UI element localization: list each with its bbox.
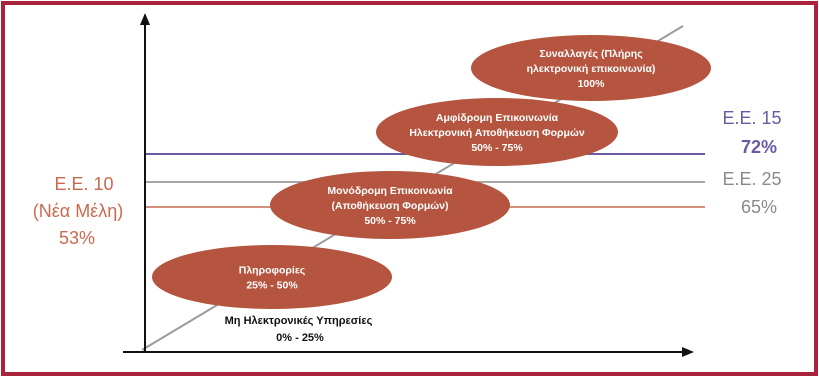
eu10-subtitle: (Νέα Μέλη) (33, 201, 123, 221)
eu25-name: Ε.Ε. 25 (722, 169, 781, 189)
stage-non-electronic-title: Μη Ηλεκτρονικές Υπηρεσίες (225, 315, 373, 327)
stage-two-way-interaction-line-1: Ηλεκτρονική Αποθήκευση Φορμών (409, 127, 585, 139)
stage-two-way-interaction-line-0: Αμφίδρομη Επικοινωνία (436, 112, 559, 124)
eu10-label: Ε.Ε. 10 (Νέα Μέλη) 53% (33, 174, 123, 248)
stage-two-way-interaction-label: Αμφίδρομη Επικοινωνία Ηλεκτρονική Αποθήκε… (409, 112, 585, 154)
stage-transactions-label: Συναλλαγές (Πλήρης ηλεκτρονική επικοινωνί… (527, 48, 656, 90)
stage-two-way-interaction-line-2: 50% - 75% (471, 142, 523, 154)
stage-two-way-interaction-ellipse (376, 98, 618, 166)
stage-information-line-0: Πληροφορίες (239, 265, 306, 277)
eu15-name: Ε.Ε. 15 (722, 108, 781, 128)
stage-information-label: Πληροφορίες 25% - 50% (239, 265, 306, 292)
stage-transactions-stage: Συναλλαγές (Πλήρης ηλεκτρονική επικοινωνί… (471, 35, 711, 101)
stage-two-way-interaction-stage: Αμφίδρομη Επικοινωνία Ηλεκτρονική Αποθήκε… (376, 98, 618, 166)
stage-one-way-interaction-line-2: 50% - 75% (364, 215, 416, 227)
stage-transactions-line-2: 100% (578, 78, 606, 90)
eu15-value: 72% (741, 137, 777, 157)
stage-one-way-interaction-line-0: Μονόδρομη Επικοινωνία (327, 185, 453, 197)
stage-transactions-line-1: ηλεκτρονική επικοινωνία) (527, 63, 656, 75)
stage-one-way-interaction-stage: Μονόδρομη Επικοινωνία (Αποθήκευση Φορμών)… (270, 171, 510, 239)
y-axis-arrow (140, 13, 150, 25)
frame-border (1, 1, 818, 376)
stage-transactions-line-0: Συναλλαγές (Πλήρης (539, 48, 643, 60)
x-axis-arrow (682, 347, 694, 357)
stage-non-electronic-range: 0% - 25% (276, 332, 324, 344)
eu10-name: Ε.Ε. 10 (54, 174, 113, 194)
stage-information-stage: Πληροφορίες 25% - 50% (152, 245, 392, 309)
stage-one-way-interaction-label: Μονόδρομη Επικοινωνία (Αποθήκευση Φορμών)… (327, 185, 453, 227)
eu10-value: 53% (59, 228, 95, 248)
stage-transactions-ellipse (471, 35, 711, 101)
stage-non-electronic-label: Μη Ηλεκτρονικές Υπηρεσίες 0% - 25% (225, 315, 376, 344)
eu15-label: Ε.Ε. 15 72% (722, 108, 781, 157)
eu25-value: 65% (741, 197, 777, 217)
stage-information-ellipse (152, 245, 392, 309)
axes (123, 13, 694, 357)
eu25-label: Ε.Ε. 25 65% (722, 169, 781, 217)
stage-one-way-interaction-line-1: (Αποθήκευση Φορμών) (332, 200, 449, 212)
stage-one-way-interaction-ellipse (270, 171, 510, 239)
stage-information-line-1: 25% - 50% (246, 280, 298, 292)
